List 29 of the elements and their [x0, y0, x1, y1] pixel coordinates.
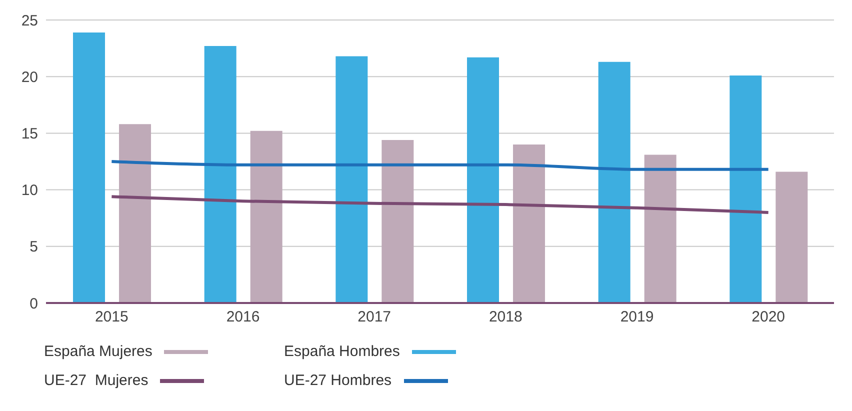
bar	[730, 75, 762, 303]
line-series	[110, 195, 770, 214]
bar	[467, 57, 499, 303]
y-tick-label: 10	[21, 182, 38, 200]
y-tick-label: 25	[21, 12, 38, 30]
x-tick-label: 2015	[94, 308, 128, 326]
legend-label: UE-27 Mujeres	[44, 372, 148, 389]
bar	[776, 172, 808, 303]
legend-label: España Mujeres	[44, 343, 152, 360]
legend-label: UE-27 Hombres	[284, 372, 392, 389]
x-tick-label: 2016	[226, 308, 260, 326]
bar	[382, 140, 414, 303]
bar	[119, 124, 151, 303]
x-tick-label: 2018	[488, 308, 522, 326]
bar	[644, 154, 676, 303]
bar	[250, 130, 282, 303]
legend-label: España Hombres	[284, 343, 400, 360]
x-tick-label: 2020	[752, 308, 786, 326]
bar	[73, 32, 105, 303]
bar	[513, 144, 545, 303]
x-tick-label: 2017	[358, 308, 392, 326]
bar	[598, 62, 630, 303]
y-tick-label: 5	[30, 238, 38, 256]
y-tick-label: 20	[21, 68, 38, 86]
y-tick-label: 15	[21, 126, 38, 143]
x-tick-label: 2019	[620, 308, 654, 326]
y-tick-label: 0	[30, 295, 38, 312]
bar	[204, 46, 236, 303]
bar	[336, 56, 368, 303]
